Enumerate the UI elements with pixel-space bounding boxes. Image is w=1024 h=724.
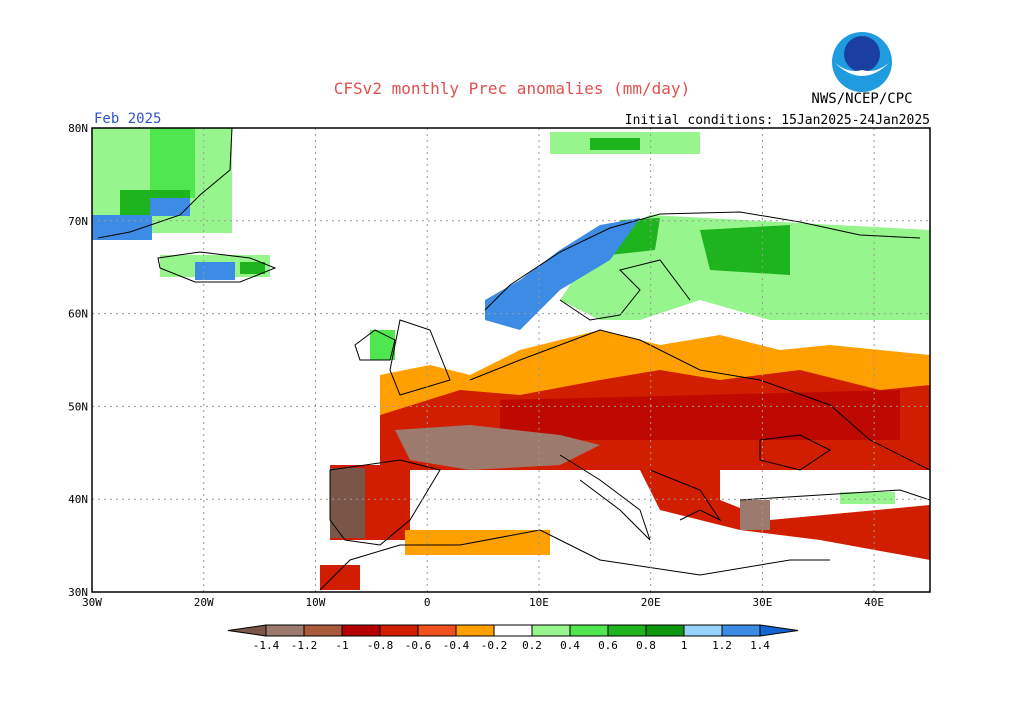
lon-label: 10W xyxy=(306,596,326,609)
lon-label: 40E xyxy=(864,596,884,609)
colorbar-label: -0.4 xyxy=(443,639,470,652)
colorbar-label: -1.4 xyxy=(253,639,280,652)
lat-label: 30N xyxy=(68,586,88,599)
colorbar-label: -0.8 xyxy=(367,639,394,652)
colorbar-box xyxy=(683,624,723,637)
month: Feb 2025 xyxy=(94,111,161,127)
colorbar: -1.4 -1.2 -1 -0.8 -0.6 -0.4 -0.2 0.2 0.4 0.6 0.8 1 1… xyxy=(227,624,799,652)
colorbar-box xyxy=(455,624,495,637)
colorbar-box xyxy=(531,624,571,637)
colorbar-box xyxy=(379,624,419,637)
lon-label: 30E xyxy=(752,596,772,609)
lat-label: 60N xyxy=(68,308,88,321)
anomaly-field xyxy=(92,128,930,591)
colorbar-label: -1 xyxy=(335,639,348,652)
colorbar-arrow xyxy=(759,624,799,637)
colorbar-label: 0.2 xyxy=(522,639,542,652)
lon-label: 20E xyxy=(641,596,661,609)
colorbar-box xyxy=(493,624,533,637)
lon-label: 10E xyxy=(529,596,549,609)
colorbar-label: -0.2 xyxy=(481,639,508,652)
colorbar-box xyxy=(341,624,381,637)
colorbar-box xyxy=(303,624,343,637)
colorbar-box xyxy=(569,624,609,637)
map-frame xyxy=(91,127,931,593)
noaa-logo xyxy=(832,32,892,92)
initial-conditions: Initial conditions: 15Jan2025-24Jan2025 xyxy=(625,113,930,128)
graticule: 30W 20W 10W 0 10E 20E 30E 40E 80N 70N 60N 50N 40N 30N xyxy=(68,122,930,609)
colorbar-label: 1.4 xyxy=(750,639,770,652)
colorbar-label: -1.2 xyxy=(291,639,318,652)
lon-label: 0 xyxy=(424,596,431,609)
lon-label: 30W xyxy=(82,596,102,609)
lat-label: 40N xyxy=(68,493,88,506)
lat-label: 80N xyxy=(68,122,88,135)
colorbar-label: 1 xyxy=(681,639,688,652)
colorbar-box xyxy=(645,624,685,637)
agency: NWS/NCEP/CPC xyxy=(811,91,912,107)
lat-label: 50N xyxy=(68,400,88,413)
colorbar-box xyxy=(265,624,305,637)
lon-label: 20W xyxy=(194,596,214,609)
colorbar-box xyxy=(607,624,647,637)
title: CFSv2 monthly Prec anomalies (mm/day) xyxy=(334,79,690,98)
colorbar-label: 0.8 xyxy=(636,639,656,652)
lat-label: 70N xyxy=(68,215,88,228)
colorbar-label: 0.6 xyxy=(598,639,618,652)
colorbar-label: -0.6 xyxy=(405,639,432,652)
colorbar-box xyxy=(721,624,761,637)
colorbar-box xyxy=(417,624,457,637)
colorbar-label: 1.2 xyxy=(712,639,732,652)
colorbar-label: 0.4 xyxy=(560,639,580,652)
